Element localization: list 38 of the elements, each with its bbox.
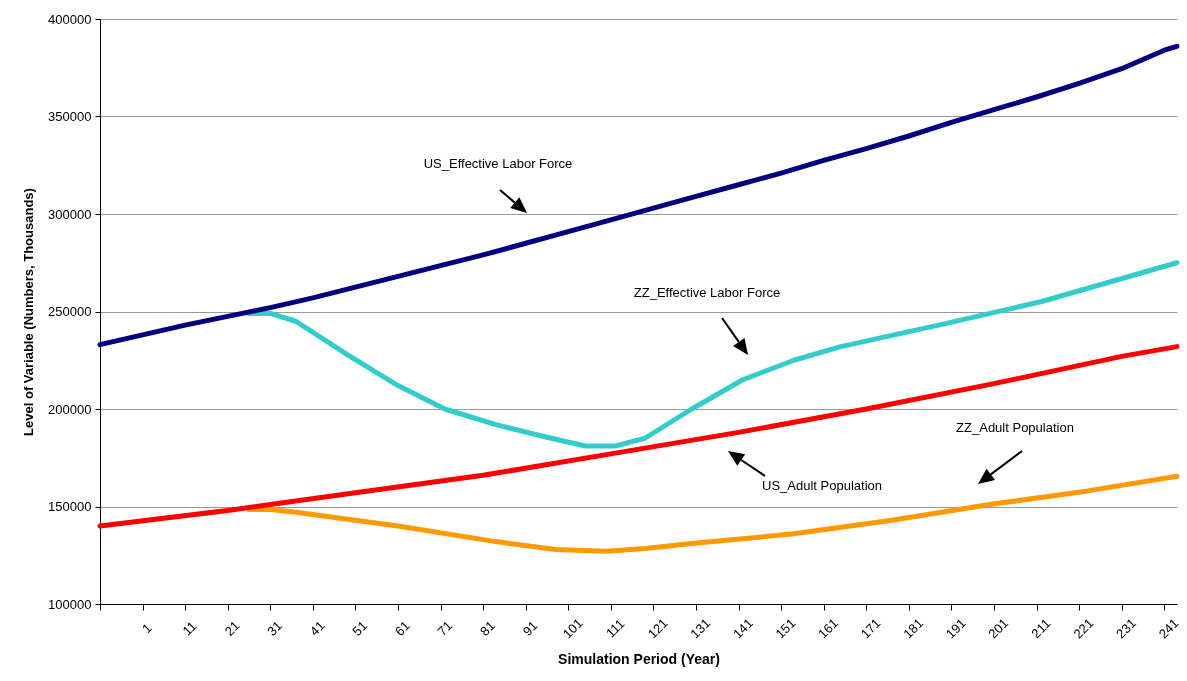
x-tick-label: 231: [1113, 615, 1140, 642]
x-tick-label: 51: [349, 617, 371, 639]
x-tick-label: 111: [602, 616, 628, 641]
x-tick-label: 171: [857, 615, 884, 642]
x-tick-label: 61: [391, 617, 413, 639]
y-tick-label: 400000: [48, 11, 92, 27]
x-tick-label: 31: [264, 617, 286, 639]
x-tick-label: 121: [644, 615, 671, 642]
annotation: ZZ_Effective Labor Force: [633, 285, 781, 300]
x-tick-label: 181: [900, 615, 927, 642]
y-tick-label: 150000: [48, 499, 92, 514]
x-tick-label: 161: [815, 615, 842, 642]
annotation: US_Effective Labor Force: [423, 156, 573, 171]
x-tick-label: 191: [942, 615, 969, 642]
x-tick-label: 211: [1028, 615, 1054, 642]
x-tick-label: 141: [729, 615, 756, 642]
y-tick-label: 250000: [48, 304, 92, 319]
x-tick-label: 21: [221, 617, 243, 639]
x-tick-label: 41: [306, 617, 328, 639]
x-tick-label: 151: [772, 615, 799, 642]
x-tick-label: 131: [687, 615, 714, 642]
x-tick-label: 81: [477, 617, 498, 639]
x-tick-label: 241: [1155, 615, 1182, 642]
y-axis-title: Level of Variable (Numbers, Thousands): [21, 188, 37, 436]
y-tick-label: 100000: [48, 596, 92, 612]
x-tick-label: 1: [139, 620, 155, 637]
x-tick-label: 71: [434, 617, 456, 639]
x-tick-label: 221: [1070, 615, 1097, 642]
x-tick-label: 11: [179, 618, 200, 639]
annotation: US_Adult Population: [762, 478, 882, 493]
x-tick-label: 91: [519, 617, 541, 639]
y-tick-label: 300000: [48, 206, 92, 222]
x-tick-label: 201: [985, 615, 1012, 642]
y-tick-label: 200000: [48, 401, 92, 417]
x-tick-label: 101: [559, 615, 586, 642]
y-tick-label: 350000: [48, 109, 92, 124]
x-axis-title: Simulation Period (Year): [558, 651, 720, 668]
annotation: ZZ_Adult Population: [956, 420, 1074, 435]
